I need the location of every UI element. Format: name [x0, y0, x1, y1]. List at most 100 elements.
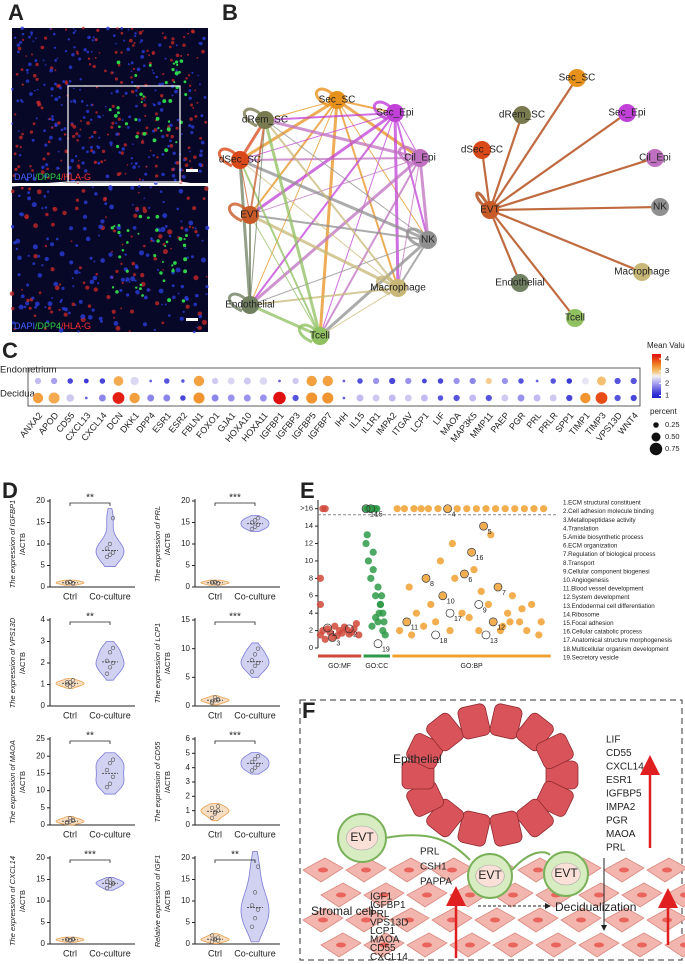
cell-dot — [20, 26, 24, 30]
legend-item: 16.Cellular catabolic process — [563, 629, 642, 636]
dpp4-dot — [162, 279, 166, 283]
cell-dot — [117, 63, 121, 67]
point — [364, 557, 372, 565]
evt-nucleus — [475, 864, 505, 888]
cell-dot — [31, 296, 35, 300]
network-edge — [249, 214, 429, 241]
dot — [614, 394, 621, 402]
cell-dot — [198, 169, 202, 173]
cell-dot — [61, 286, 65, 290]
cell-dot — [11, 321, 15, 325]
dot — [273, 391, 286, 405]
significance-bracket — [69, 502, 111, 506]
cell-dot — [100, 160, 104, 164]
cell-dot — [68, 65, 73, 70]
network-edge — [239, 98, 338, 162]
cell-dot — [193, 155, 197, 159]
network-node — [386, 104, 404, 122]
dpp4-dot — [134, 117, 138, 122]
dpp4-dot — [113, 225, 116, 228]
cell-dot — [40, 170, 45, 175]
data-point — [252, 756, 258, 762]
data-point — [104, 767, 110, 773]
cell-dot — [141, 178, 144, 182]
cell-dot — [20, 68, 24, 71]
cell-dot — [98, 52, 101, 54]
nucleus — [318, 867, 328, 873]
dpp4-dot — [174, 60, 179, 64]
epithelial-label: Epithelial — [393, 752, 442, 766]
cell-dot — [96, 28, 100, 32]
dot — [163, 394, 171, 402]
dpp4-dot — [138, 214, 143, 219]
cell-dot — [83, 48, 87, 52]
dpp4-dot — [134, 73, 138, 77]
data-point — [255, 646, 261, 651]
cell-dot — [95, 272, 98, 276]
dpp4-dot — [115, 290, 119, 294]
cell-dot — [79, 128, 82, 131]
y-tick-label: 3 — [186, 777, 191, 786]
cell-dot — [43, 129, 46, 133]
cell-dot — [179, 316, 184, 321]
cell-dot — [94, 39, 97, 41]
x-tick-label: LCP1 — [409, 410, 431, 434]
dpp4-dot — [178, 236, 183, 241]
cell-dot — [46, 190, 50, 193]
cell-dot — [11, 306, 15, 311]
cell-dot — [97, 282, 100, 285]
cell-dot — [125, 293, 130, 297]
node-label: Sec_SC — [559, 73, 596, 84]
point — [436, 557, 444, 565]
point — [501, 505, 509, 513]
cell-dot — [146, 288, 151, 292]
cell-dot — [129, 309, 134, 314]
cell-dot — [51, 118, 55, 122]
cell-dot — [186, 53, 190, 56]
cell-dot — [11, 87, 14, 91]
cell-dot — [25, 301, 30, 306]
cell-dot — [140, 140, 145, 144]
network-node — [311, 327, 329, 345]
cell-dot — [80, 120, 82, 122]
cell-dot — [132, 226, 137, 230]
network-edge — [489, 205, 661, 212]
cell-dot — [167, 314, 171, 317]
cell-dot — [34, 305, 38, 309]
data-point — [249, 759, 255, 765]
cell-dot — [190, 103, 194, 107]
cell-dot — [202, 197, 206, 201]
point — [355, 631, 363, 639]
dot — [99, 378, 106, 384]
data-point — [252, 765, 258, 770]
dpp4-dot — [171, 264, 174, 267]
data-point — [104, 879, 110, 884]
cell-dot — [86, 50, 90, 54]
cell-dot — [155, 301, 160, 306]
cell-dot — [161, 172, 165, 177]
network-edge — [319, 238, 429, 338]
point — [465, 613, 473, 622]
cell-dot — [140, 54, 145, 59]
cell-dot — [31, 169, 34, 172]
cell-dot — [53, 82, 57, 86]
y-axis-label: The expression of CXCL14 — [8, 856, 17, 946]
point — [420, 622, 428, 630]
cell-dot — [132, 67, 136, 70]
annotation-ring — [493, 582, 503, 592]
cell-dot — [175, 267, 181, 273]
size-key — [649, 442, 663, 456]
cell-dot — [129, 38, 133, 43]
x-tick-label: Ctrl — [208, 829, 222, 839]
network-edge — [249, 239, 429, 306]
dot — [405, 377, 412, 385]
point — [518, 605, 526, 613]
significance: *** — [229, 493, 241, 504]
cell-dot — [123, 39, 126, 42]
dpp4-dot — [183, 238, 186, 241]
y-tick-label: 8 — [309, 573, 313, 582]
point — [458, 609, 466, 617]
data-point — [255, 762, 261, 767]
panel-label: A — [8, 0, 24, 25]
gene: MAOA — [370, 935, 400, 946]
